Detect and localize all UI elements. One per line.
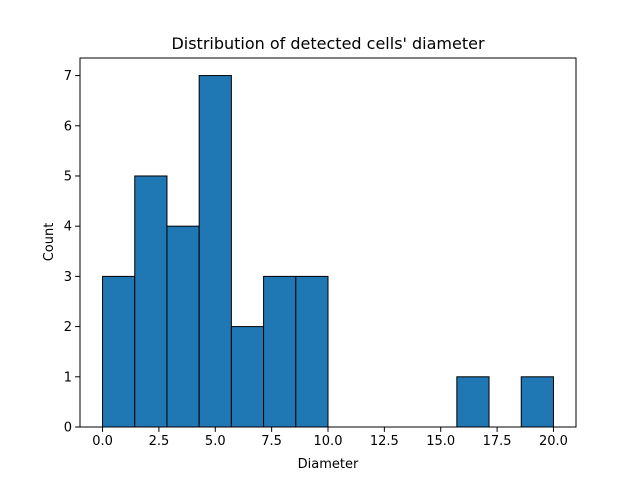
y-tick-label: 0 — [64, 421, 72, 436]
x-tick-label: 20.0 — [539, 434, 568, 449]
x-tick-label: 2.5 — [149, 434, 170, 449]
x-axis-label: Diameter — [298, 457, 359, 472]
y-tick-label: 5 — [64, 169, 72, 184]
x-tick-label: 17.5 — [483, 434, 512, 449]
histogram-bar — [295, 275, 329, 428]
x-axis-ticks: 0.0 2.5 5.0 7.5 10.0 12.5 15.0 17.5 20.0 — [92, 427, 568, 449]
x-tick-label: 10.0 — [314, 434, 343, 449]
y-axis-label: Count — [42, 223, 57, 262]
histogram-bar — [134, 175, 168, 428]
histogram-bar — [520, 376, 554, 428]
y-axis-ticks: 0 1 2 3 4 5 6 7 — [64, 69, 80, 436]
bars-layer — [102, 75, 554, 428]
chart-title: Distribution of detected cells' diameter — [171, 34, 485, 53]
y-tick-label: 1 — [64, 370, 72, 385]
x-tick-label: 0.0 — [92, 434, 113, 449]
y-tick-label: 7 — [64, 69, 72, 84]
histogram-bar — [166, 225, 200, 428]
x-tick-label: 5.0 — [205, 434, 226, 449]
x-tick-label: 12.5 — [370, 434, 399, 449]
y-tick-label: 3 — [64, 270, 72, 285]
x-tick-label: 15.0 — [426, 434, 455, 449]
histogram-bar — [230, 326, 265, 428]
histogram-bar — [456, 376, 490, 428]
histogram-bar — [198, 75, 232, 428]
histogram-bar — [102, 275, 136, 428]
y-tick-label: 6 — [64, 119, 72, 134]
y-tick-label: 4 — [64, 220, 72, 235]
histogram-bar — [263, 275, 297, 428]
x-tick-label: 7.5 — [261, 434, 282, 449]
y-tick-label: 2 — [64, 320, 72, 335]
